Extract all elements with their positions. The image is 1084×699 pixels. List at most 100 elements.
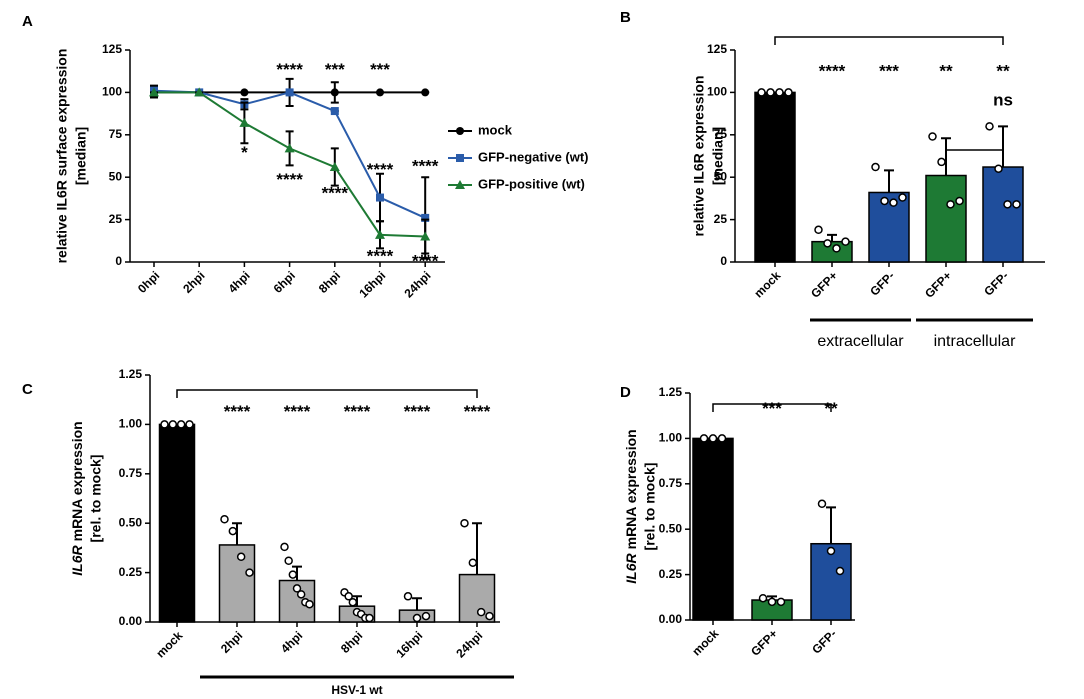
y-tick-label: 0.75 (659, 476, 683, 490)
data-point (717, 434, 727, 443)
error-bar (827, 233, 837, 242)
error-bar (292, 565, 302, 581)
data-point (160, 420, 169, 429)
significance: ** (996, 62, 1010, 81)
data-point (288, 570, 298, 579)
data-point (766, 88, 775, 97)
significance: **** (819, 62, 846, 81)
data-point (421, 611, 431, 621)
significance: **** (224, 402, 251, 421)
data-point (245, 568, 254, 577)
bracket (774, 36, 1004, 45)
y-tick-label: 0.00 (659, 612, 683, 626)
data-point (485, 611, 494, 621)
data-point (775, 88, 784, 97)
data-point (305, 599, 314, 609)
error-bar (412, 597, 422, 611)
y-tick-label: 0.25 (119, 565, 143, 579)
significance: **** (276, 170, 303, 189)
x-tick-label: 6hpi (271, 268, 298, 295)
x-tick-label: GFP+ (748, 626, 780, 658)
y-tick-label: 1.25 (119, 367, 143, 381)
point (194, 87, 205, 97)
x-tick-label: 24hpi (402, 268, 434, 300)
point (421, 213, 430, 222)
significance: ** (939, 62, 953, 81)
y-axis-label: [rel. to mock] (642, 463, 658, 551)
point (284, 143, 295, 153)
y-tick-label: 75 (109, 127, 123, 141)
group-label: intracellular (934, 333, 1016, 350)
panel-letter: A (22, 13, 33, 30)
y-axis-label-text: mRNA expression (69, 421, 85, 541)
y-tick-label: 125 (102, 42, 122, 56)
y-axis-label: [median] (710, 127, 726, 185)
panel-letter: C (22, 381, 33, 398)
group-label: extracellular (817, 333, 904, 350)
data-point (757, 88, 766, 97)
legend-label: GFP-positive (wt) (478, 176, 585, 191)
x-tick-label: mock (689, 626, 721, 658)
y-tick-label: 25 (109, 212, 123, 226)
error-bar (826, 506, 836, 544)
error-bar (232, 522, 242, 545)
bar (982, 166, 1024, 263)
bar (218, 544, 256, 623)
y-tick-label: 25 (714, 212, 728, 226)
point (149, 87, 159, 97)
legend-marker (455, 180, 465, 189)
data-point (1012, 200, 1021, 209)
significance: **** (412, 157, 439, 176)
y-axis-label: [median] (73, 127, 89, 185)
data-point (292, 584, 302, 593)
data-point (955, 196, 964, 206)
point (376, 193, 384, 202)
x-tick-label: 16hpi (356, 268, 388, 300)
error-bar (352, 595, 362, 607)
error-bar (998, 125, 1008, 168)
x-tick-label: 2hpi (218, 628, 245, 655)
panel-letter: D (620, 384, 631, 401)
data-point (871, 162, 880, 172)
x-tick-label: 4hpi (225, 268, 252, 295)
data-point (946, 200, 955, 209)
data-point (928, 132, 937, 141)
x-tick-label: 4hpi (278, 628, 305, 655)
y-tick-label: 1.00 (659, 431, 683, 445)
data-point (699, 434, 709, 443)
point (376, 88, 384, 97)
significance: *** (325, 60, 345, 79)
data-point (826, 546, 836, 556)
x-tick-label: GFP- (809, 626, 839, 656)
data-point (784, 88, 793, 97)
significance: * (241, 143, 248, 162)
y-tick-label: 1.25 (659, 385, 683, 399)
significance: **** (367, 246, 394, 265)
x-tick-label: GFP- (981, 268, 1011, 298)
bracket (176, 389, 478, 398)
significance: **** (322, 184, 349, 203)
data-point (344, 592, 353, 601)
data-point (348, 597, 358, 607)
data-point (1003, 200, 1012, 209)
bar (692, 437, 734, 621)
y-axis-label: relative IL6R expression (691, 75, 707, 236)
data-point (758, 593, 768, 603)
data-point (228, 526, 238, 536)
error-bar (472, 522, 482, 575)
data-point (994, 164, 1003, 173)
bar (158, 423, 196, 623)
y-tick-label: 50 (714, 169, 728, 183)
bar (810, 542, 852, 621)
y-tick-label: 0.50 (659, 521, 683, 535)
bar (925, 174, 967, 263)
data-point (168, 420, 178, 429)
y-tick-label: 0.75 (119, 466, 143, 480)
x-tick-label: 8hpi (338, 628, 365, 655)
y-tick-label: 75 (714, 127, 728, 141)
data-point (841, 237, 850, 246)
point (239, 117, 250, 127)
significance: ns (993, 90, 1013, 109)
data-point (817, 499, 827, 509)
data-point (365, 613, 374, 623)
